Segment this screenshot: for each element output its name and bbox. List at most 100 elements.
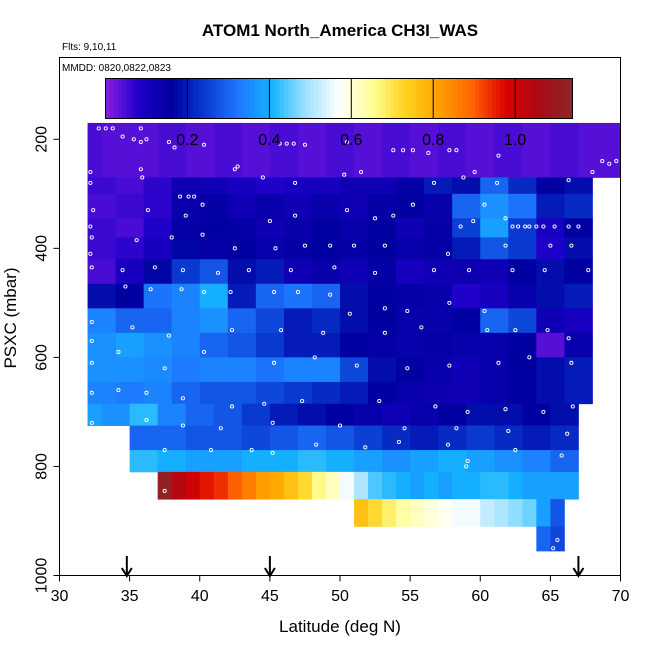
colorbar-segment (156, 78, 162, 119)
heatmap-cell (368, 283, 397, 309)
sample-point (503, 243, 508, 248)
colorbar-segment (275, 78, 281, 119)
heatmap-cell (536, 308, 565, 334)
sample-point (445, 251, 451, 256)
colorbar-segment (147, 78, 153, 119)
colorbar-segment (283, 78, 289, 119)
heatmap-cell (87, 259, 116, 285)
heatmap-cell (87, 283, 116, 309)
colorbar-segment (203, 78, 208, 119)
heatmap-cell (564, 381, 593, 405)
heatmap-cell (185, 471, 201, 500)
heatmap-cell (410, 450, 439, 473)
colorbar-segment (152, 78, 157, 119)
heatmap-cell (115, 218, 145, 238)
heatmap-cell (382, 450, 411, 473)
heatmap-cell (536, 332, 565, 358)
sample-point (270, 420, 275, 425)
heatmap-cell (452, 237, 481, 260)
sample-point (277, 141, 282, 146)
sample-point (466, 268, 472, 273)
sample-point (510, 268, 515, 273)
colorbar-segment (368, 78, 374, 119)
sample-point (246, 268, 251, 273)
colorbar-segment (254, 78, 259, 119)
heatmap-cell (87, 122, 102, 178)
heatmap-cell (550, 425, 579, 451)
sample-point (454, 426, 459, 431)
sample-point (321, 330, 326, 335)
sample-point (183, 213, 188, 218)
heatmap-cell (199, 193, 229, 219)
heatmap-cell (129, 122, 159, 178)
sample-point (347, 311, 352, 316)
sample-point (482, 202, 487, 207)
colorbar-segment (351, 78, 357, 119)
colorbar-segment (207, 78, 213, 119)
heatmap-cell (522, 403, 551, 426)
sample-point (273, 246, 278, 251)
sample-point (186, 194, 191, 199)
colorbar-segment (428, 78, 433, 119)
colorbar-segment (305, 78, 310, 119)
sample-point (566, 224, 571, 229)
heatmap-cell (438, 471, 453, 500)
heatmap-cell (269, 403, 299, 426)
heatmap-cell (143, 308, 173, 334)
heatmap-cell (297, 425, 327, 451)
sample-point (431, 180, 437, 185)
sample-point (152, 265, 157, 270)
sample-point (138, 126, 143, 131)
sample-point (461, 175, 466, 180)
heatmap-cell (494, 499, 509, 527)
heatmap-cell (368, 381, 397, 405)
heatmap-cell (536, 381, 565, 405)
heatmap-cell (297, 403, 327, 426)
heatmap-cell (466, 450, 495, 473)
colorbar-segment (249, 78, 255, 119)
colorbar-segment (279, 78, 285, 119)
heatmap-cell (171, 177, 201, 195)
y-axis: 200 400 600 800 1000 (34, 126, 60, 593)
heatmap-cell (522, 122, 551, 178)
heatmap-cell (396, 259, 425, 285)
sample-point (566, 178, 571, 183)
heatmap-cell (382, 471, 397, 500)
sample-point (103, 126, 108, 131)
heatmap-cell (185, 450, 215, 473)
sample-point (332, 265, 337, 270)
sample-point (410, 202, 415, 207)
sample-point (584, 420, 589, 425)
sample-point (91, 442, 96, 447)
sample-point (570, 404, 575, 409)
heatmap-cell (396, 283, 425, 309)
x-tick-label: 70 (612, 588, 630, 605)
colorbar-segment (347, 78, 353, 119)
colorbar-segment (551, 78, 557, 119)
sample-point (472, 169, 477, 175)
heatmap-cell (199, 259, 229, 285)
colorbar-segment (173, 78, 179, 119)
colorbar-segment (181, 78, 187, 119)
sample-point (270, 450, 275, 455)
sample-point (89, 319, 94, 325)
colorbar-segment (496, 78, 501, 119)
colorbar-segment (245, 78, 251, 119)
sample-point (551, 546, 556, 551)
sample-point (302, 243, 307, 248)
heatmap-cell (283, 237, 313, 260)
heatmap-cell (143, 283, 173, 309)
heatmap-cell (255, 283, 285, 309)
heatmap-cell (452, 218, 481, 238)
heatmap-cell (536, 259, 565, 285)
heatmap-cell (325, 450, 355, 473)
heatmap-cell (508, 283, 537, 309)
sample-point (382, 330, 387, 335)
heatmap-cell (424, 381, 453, 405)
heatmap-cell (143, 259, 173, 285)
sample-point (377, 398, 382, 404)
heatmap-cell (466, 471, 481, 500)
heatmap-cell (199, 218, 229, 238)
colorbar-segment (194, 78, 200, 119)
colorbar-segment (317, 78, 323, 119)
